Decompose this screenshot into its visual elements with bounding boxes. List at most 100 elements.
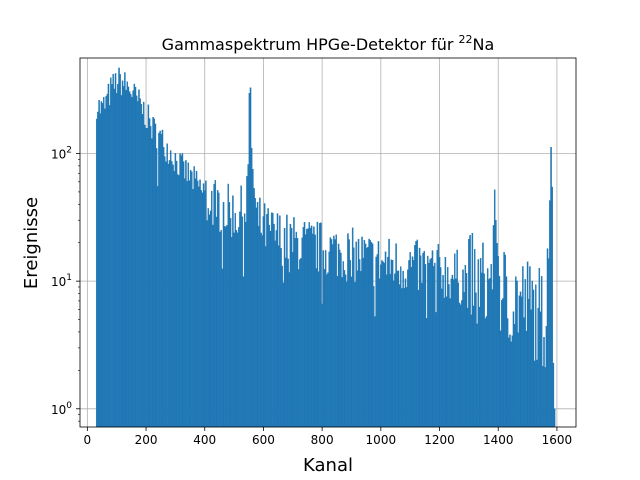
- y-tick-label: 102: [51, 146, 72, 162]
- histogram-bar: [118, 67, 120, 428]
- histogram-bar: [108, 105, 111, 428]
- histogram-bar: [381, 260, 383, 428]
- histogram-bar: [272, 212, 274, 428]
- histogram-bar: [214, 180, 217, 428]
- histogram-bar: [255, 207, 258, 428]
- histogram-bar: [269, 230, 272, 428]
- x-tick-label: 1200: [424, 433, 455, 447]
- histogram-bar: [461, 300, 463, 428]
- histogram-bar: [273, 223, 275, 428]
- histogram-bar: [374, 316, 376, 428]
- histogram-bar: [512, 311, 515, 428]
- histogram-bar: [174, 153, 177, 428]
- histogram-bar: [479, 258, 482, 428]
- histogram-bar: [391, 259, 394, 428]
- histogram-bar: [347, 233, 349, 428]
- histogram-bar: [471, 233, 474, 428]
- histogram-bar: [310, 225, 313, 428]
- histogram-bar: [267, 208, 269, 428]
- y-axis-label: Ereignisse: [21, 197, 42, 289]
- histogram-bar: [227, 183, 229, 428]
- histogram-bar: [290, 227, 293, 428]
- histogram-bar: [495, 220, 497, 428]
- histogram-bar: [146, 128, 148, 428]
- histogram-bar: [124, 72, 126, 428]
- histogram-bar: [229, 217, 232, 428]
- histogram-bar: [218, 192, 220, 428]
- histogram-bar: [277, 245, 280, 428]
- histogram-bar: [260, 232, 262, 428]
- histogram-bar: [101, 103, 104, 428]
- histogram-bar: [389, 273, 391, 428]
- histogram-bar: [526, 261, 529, 428]
- histogram-bar: [402, 270, 404, 428]
- histogram-bar: [132, 90, 134, 428]
- histogram-bar: [344, 274, 347, 428]
- histogram-bar: [385, 274, 388, 428]
- histogram-bar: [388, 238, 390, 428]
- histogram-bar: [362, 257, 364, 428]
- histogram-bar: [395, 243, 397, 428]
- histogram-bar: [510, 341, 512, 428]
- histogram-bar: [378, 278, 381, 428]
- histogram-bar: [429, 259, 431, 428]
- histogram-bar: [506, 318, 509, 428]
- histogram-bar: [551, 186, 553, 428]
- histogram-bar: [528, 298, 530, 428]
- histogram-bar: [155, 148, 158, 428]
- histogram-bar: [133, 83, 136, 428]
- histogram-bar: [300, 258, 302, 428]
- histogram-bar: [141, 114, 144, 428]
- histogram-bar: [257, 225, 260, 428]
- histogram-bar: [187, 162, 190, 428]
- x-tick-label: 400: [193, 433, 216, 447]
- histogram-bar: [122, 86, 125, 428]
- histogram-bar: [516, 280, 518, 428]
- histogram-bar: [478, 306, 481, 428]
- histogram-bar: [144, 124, 146, 428]
- histogram-bar: [248, 93, 251, 428]
- histogram-bar: [435, 312, 437, 428]
- histogram-bar: [370, 242, 373, 428]
- histogram-bar: [185, 160, 187, 428]
- histogram-bar: [219, 231, 221, 428]
- histogram-bar: [538, 267, 541, 428]
- histogram-bar: [117, 83, 119, 428]
- histogram-bar: [552, 362, 555, 428]
- histogram-bar: [162, 147, 165, 428]
- histogram-bar: [412, 260, 415, 428]
- x-tick-label: 800: [311, 433, 334, 447]
- histogram-bar: [415, 241, 417, 428]
- histogram-bar: [208, 214, 211, 428]
- histogram-bar: [296, 238, 299, 428]
- histogram-bar: [504, 254, 507, 428]
- histogram-bar: [297, 269, 300, 428]
- histogram-bar: [207, 208, 209, 428]
- histogram-bar: [225, 226, 227, 428]
- y-tick-label: 100: [51, 401, 72, 417]
- histogram-bar: [486, 268, 489, 428]
- histogram-bar: [270, 212, 273, 428]
- histogram-bar: [111, 84, 113, 428]
- histogram-bar: [249, 87, 252, 428]
- histogram-bar: [95, 118, 98, 428]
- histogram-bar: [511, 335, 514, 428]
- histogram-bar: [246, 176, 248, 428]
- histogram-bar: [450, 278, 453, 428]
- histogram-bar: [125, 89, 127, 428]
- histogram-bar: [331, 244, 334, 428]
- histogram-bar: [369, 240, 371, 428]
- histogram-bar: [515, 276, 517, 428]
- histogram-bar: [97, 111, 99, 428]
- x-tick-label: 1600: [542, 433, 573, 447]
- histogram-bar: [100, 101, 103, 428]
- histogram-bar: [330, 239, 333, 428]
- histogram-bar: [408, 260, 410, 428]
- histogram-bar: [341, 277, 343, 428]
- histogram-bar: [414, 245, 416, 428]
- histogram-bar: [308, 222, 310, 428]
- histogram-bar: [403, 288, 406, 428]
- histogram-bar: [301, 237, 303, 428]
- histogram-bar: [293, 217, 295, 428]
- histogram-bar: [263, 203, 266, 428]
